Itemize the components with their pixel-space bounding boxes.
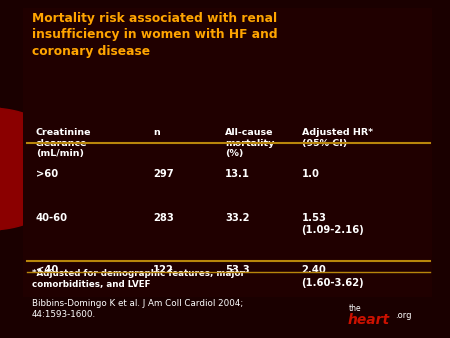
Text: 1.0: 1.0	[302, 169, 319, 179]
Text: *Adjusted for demographic features, major
comorbidities, and LVEF: *Adjusted for demographic features, majo…	[32, 269, 244, 289]
Text: the: the	[349, 304, 361, 313]
Text: 1.53
(1.09-2.16): 1.53 (1.09-2.16)	[302, 213, 364, 235]
Text: 40-60: 40-60	[36, 213, 68, 223]
Text: 2.40
(1.60-3.62): 2.40 (1.60-3.62)	[302, 265, 364, 288]
Text: All-cause
mortality
(%): All-cause mortality (%)	[225, 128, 274, 158]
Bar	[22, 8, 432, 297]
Text: Mortality risk associated with renal
insufficiency in women with HF and
coronary: Mortality risk associated with renal ins…	[32, 12, 277, 58]
Text: 283: 283	[153, 213, 174, 223]
Text: 53.3: 53.3	[225, 265, 250, 275]
Text: <40: <40	[36, 265, 58, 275]
Text: >60: >60	[36, 169, 58, 179]
Text: 122: 122	[153, 265, 174, 275]
Text: Bibbins-Domingo K et al. J Am Coll Cardiol 2004;
44:1593-1600.: Bibbins-Domingo K et al. J Am Coll Cardi…	[32, 299, 243, 319]
Polygon shape	[0, 108, 72, 230]
Text: Adjusted HR*
(95% CI): Adjusted HR* (95% CI)	[302, 128, 373, 148]
Text: n: n	[153, 128, 160, 138]
Text: Creatinine
clearance
(mL/min): Creatinine clearance (mL/min)	[36, 128, 91, 158]
Text: .org: .org	[395, 311, 411, 320]
Text: 33.2: 33.2	[225, 213, 249, 223]
Text: heart: heart	[347, 313, 390, 327]
Text: 13.1: 13.1	[225, 169, 250, 179]
Text: 297: 297	[153, 169, 174, 179]
